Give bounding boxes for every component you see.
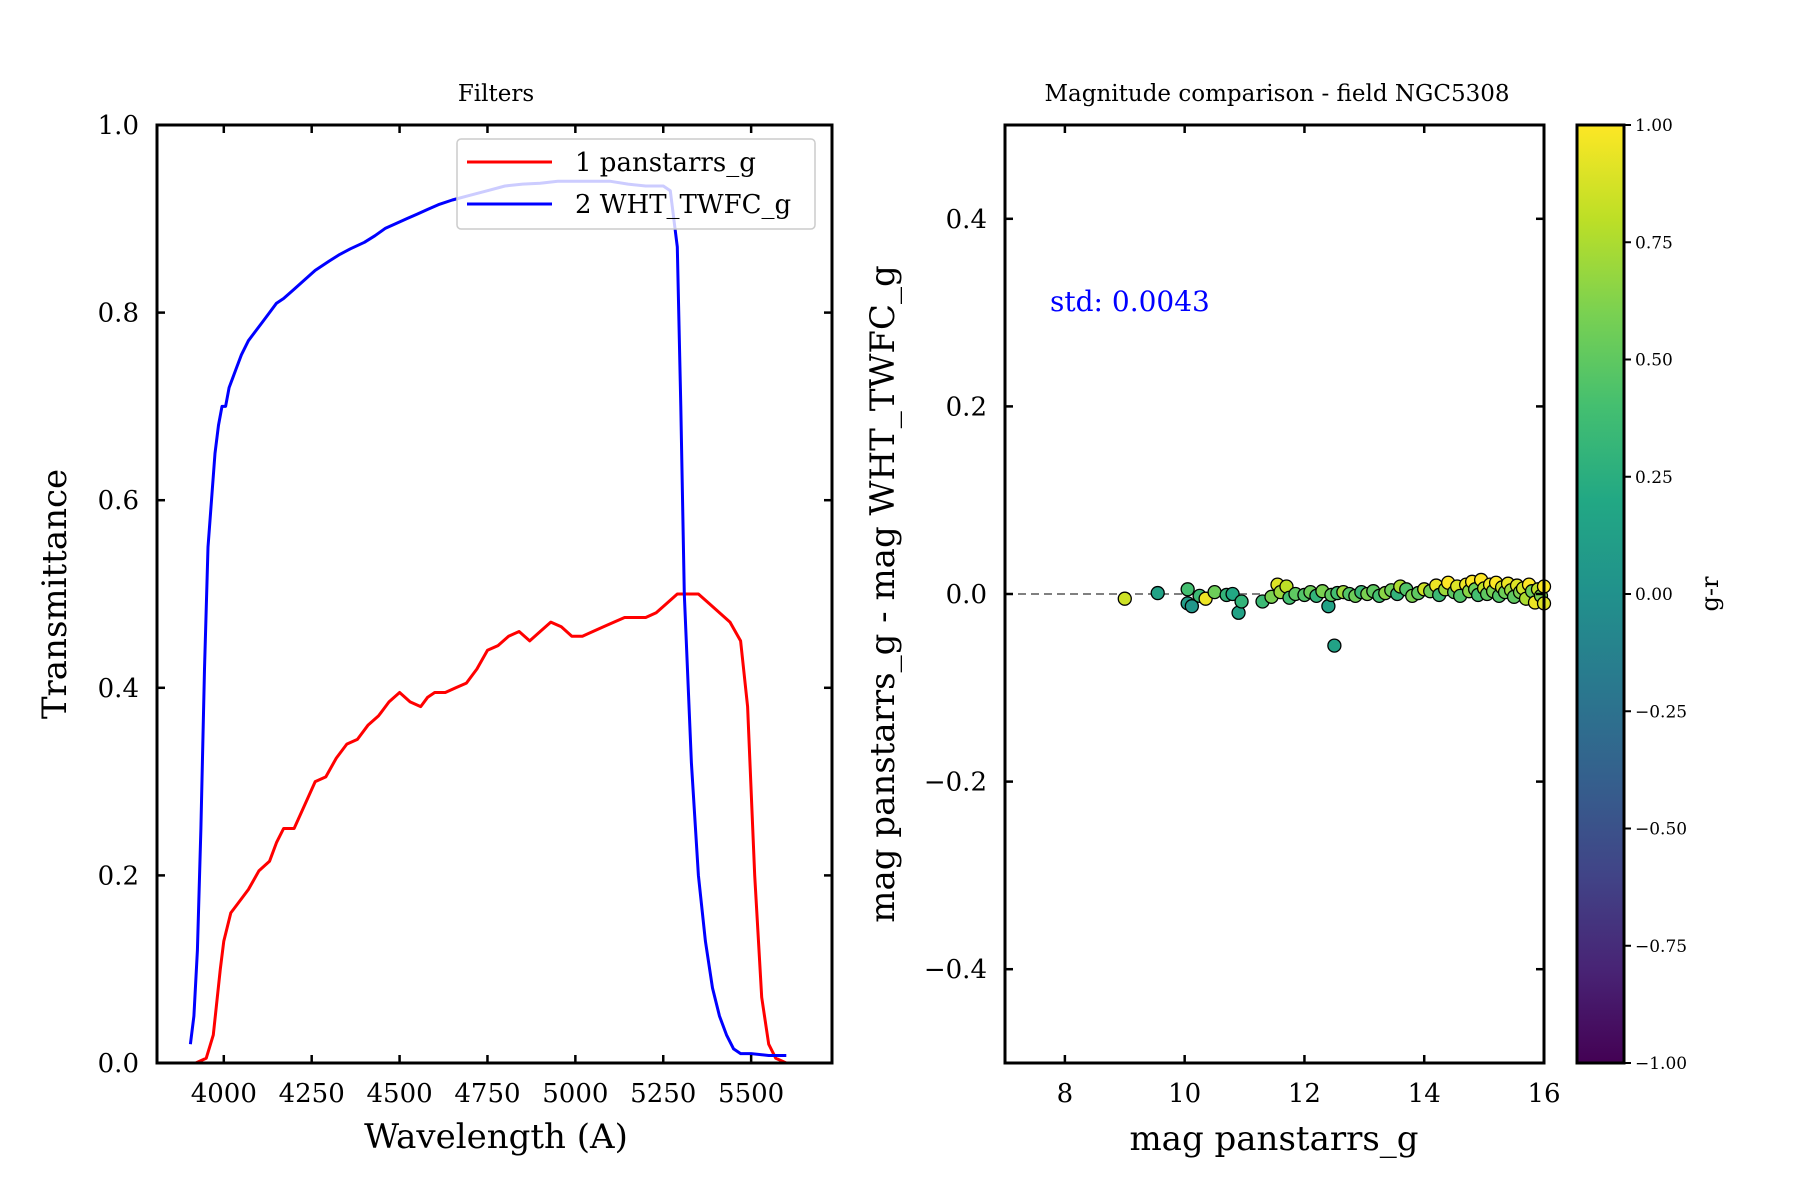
colorbar-tick-label: −0.75 (1635, 937, 1687, 957)
scatter-point (1207, 584, 1222, 600)
x-tick-label: 5250 (630, 1079, 696, 1109)
filters-series (188, 179, 794, 1065)
colorbar-label: g-r (1696, 576, 1724, 611)
filters-legend: 1 panstarrs_g 2 WHT_TWFC_g (456, 138, 816, 230)
colorbar-tick-label: 0.50 (1635, 351, 1673, 371)
x-tick-label: 5500 (718, 1079, 784, 1109)
colorbar: −1.00 −0.75 −0.50 −0.25 0.00 0.25 0.50 0.75 1.00… (1575, 116, 1724, 1074)
colorbar-tick-label: −0.50 (1635, 820, 1687, 840)
scatter-point (1184, 599, 1200, 614)
filters-y-axis-label: Transmittance (35, 469, 75, 719)
series-line-0 (195, 592, 794, 1065)
y-tick-label: 0.0 (98, 1049, 139, 1079)
colorbar-tick-label: 0.75 (1635, 233, 1673, 253)
y-tick-label: 0.2 (946, 392, 987, 422)
scatter-point (1180, 582, 1195, 597)
colorbar-tick-label: −1.00 (1635, 1054, 1687, 1074)
filters-title: Filters (458, 81, 534, 107)
colorbar-tick-label: 1.00 (1635, 116, 1673, 136)
y-tick-label: 0.4 (98, 674, 139, 704)
comparison-panel: Magnitude comparison - field NGC5308 8 10… (863, 81, 1724, 1159)
y-tick-label: 0.4 (946, 205, 987, 235)
colorbar-gradient (1577, 125, 1624, 1063)
filters-x-axis-label: Wavelength (A) (364, 1117, 628, 1157)
x-tick-label: 8 (1057, 1079, 1074, 1109)
scatter-point (1117, 591, 1132, 606)
x-tick-label: 12 (1288, 1079, 1321, 1109)
comparison-x-axis-label: mag panstarrs_g (1129, 1119, 1418, 1159)
x-tick-label: 16 (1527, 1079, 1560, 1109)
comparison-y-axis-label: mag panstarrs_g - mag WHT_TWFC_g (863, 265, 903, 923)
x-tick-label: 4250 (279, 1079, 345, 1109)
scatter-point (1234, 594, 1249, 609)
y-tick-label: −0.2 (924, 768, 987, 798)
scatter-point (1327, 638, 1342, 653)
y-tick-label: 0.8 (98, 299, 139, 329)
y-tick-label: 0.6 (98, 486, 139, 516)
colorbar-ticks: −1.00 −0.75 −0.50 −0.25 0.00 0.25 0.50 0.75 1.00 (1624, 116, 1687, 1074)
x-tick-label: 10 (1168, 1079, 1201, 1109)
y-tick-label: 0.0 (946, 580, 987, 610)
legend-label-wht: 2 WHT_TWFC_g (575, 190, 791, 220)
x-tick-label: 14 (1408, 1079, 1441, 1109)
x-tick-label: 4750 (454, 1079, 520, 1109)
comparison-points (1117, 572, 1552, 653)
x-tick-label: 4500 (366, 1079, 432, 1109)
y-tick-label: −0.4 (924, 955, 987, 985)
filters-panel: Filters 4000 4250 4500 4750 5000 5250 5500 0.0 0… (35, 81, 834, 1157)
filters-axes-frame (155, 123, 834, 1065)
y-tick-label: 0.2 (98, 861, 139, 891)
scatter-point (1150, 585, 1165, 601)
filters-ticks: 4000 4250 4500 4750 5000 5250 5500 0.0 0.2 0.4 0.6… (98, 111, 832, 1109)
colorbar-tick-label: 0.00 (1635, 585, 1673, 605)
x-tick-label: 4000 (191, 1079, 257, 1109)
series-line-1 (188, 179, 787, 1057)
comparison-ticks: 8 10 12 14 16 −0.4 −0.2 0.0 0.2 0.4 (924, 125, 1561, 1109)
legend-label-panstarrs: 1 panstarrs_g (575, 148, 756, 178)
y-tick-label: 1.0 (98, 111, 139, 141)
comparison-title: Magnitude comparison - field NGC5308 (1044, 81, 1509, 107)
colorbar-tick-label: −0.25 (1635, 702, 1687, 722)
colorbar-tick-label: 0.25 (1635, 468, 1673, 488)
x-tick-label: 5000 (542, 1079, 608, 1109)
std-annotation: std: 0.0043 (1050, 285, 1210, 318)
